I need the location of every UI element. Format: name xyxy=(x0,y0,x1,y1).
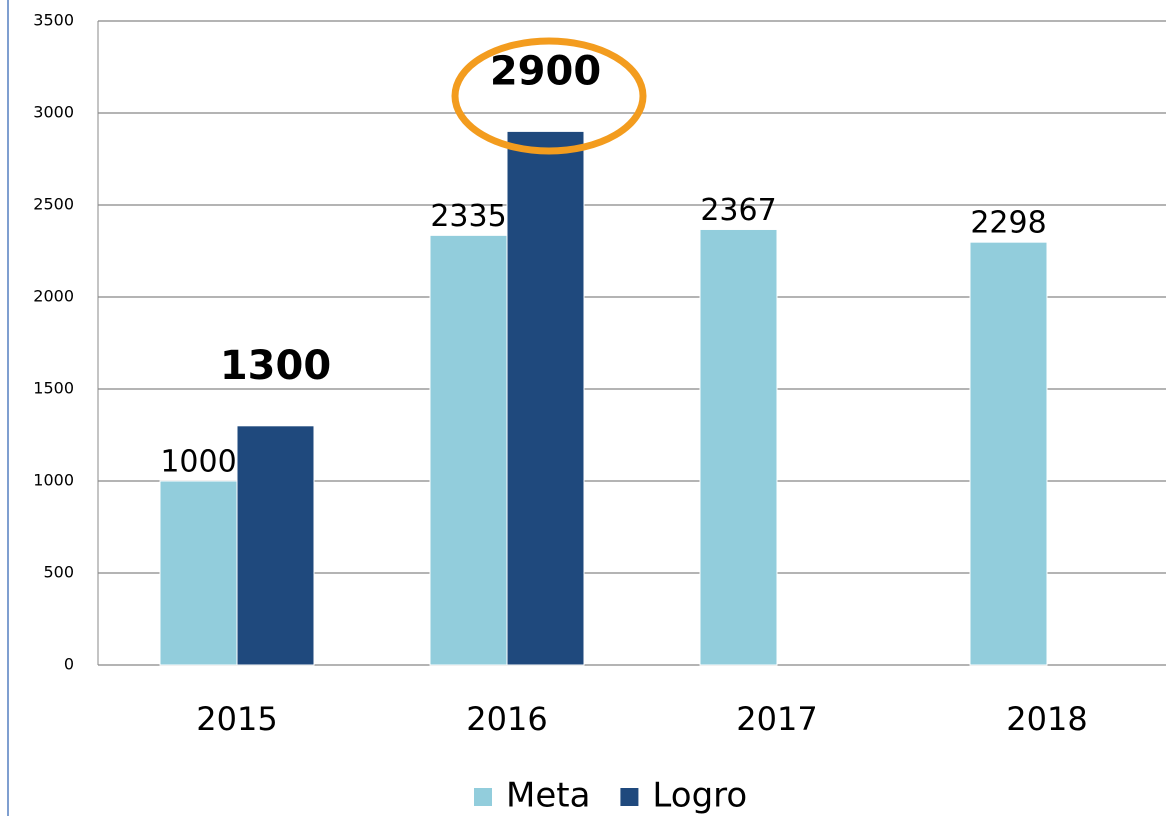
legend-label: Logro xyxy=(652,776,747,816)
data-label: 2335 xyxy=(430,199,506,234)
y-tick-label: 3500 xyxy=(33,11,74,30)
data-label: 1000 xyxy=(160,445,236,480)
y-tick-label: 2000 xyxy=(33,287,74,306)
data-label: 2367 xyxy=(700,193,776,228)
bar xyxy=(506,130,585,666)
x-tick-label: 2016 xyxy=(466,700,547,738)
bar xyxy=(429,234,508,666)
highlight-ellipse xyxy=(451,37,647,155)
data-label: 2298 xyxy=(970,206,1046,241)
data-label: 2900 xyxy=(490,48,601,94)
x-tick-label: 2017 xyxy=(736,700,817,738)
legend-swatch xyxy=(474,788,492,806)
x-tick-label: 2018 xyxy=(1006,700,1087,738)
legend-label: Meta xyxy=(506,776,590,816)
legend-swatch xyxy=(620,788,639,806)
bar xyxy=(969,241,1048,666)
y-tick-label: 0 xyxy=(64,655,74,674)
y-tick-label: 500 xyxy=(43,563,74,582)
y-tick-label: 1000 xyxy=(33,471,74,490)
marks: 1000 1300 2335 2900 2367 2298 xyxy=(159,48,1048,666)
y-tick-label: 2500 xyxy=(33,195,74,214)
y-tick-label: 3000 xyxy=(33,103,74,122)
bar xyxy=(699,228,778,666)
x-tick-label: 2015 xyxy=(196,700,277,738)
bar xyxy=(159,480,238,666)
y-tick-label: 1500 xyxy=(33,379,74,398)
data-label: 1300 xyxy=(220,343,331,389)
bar xyxy=(236,425,315,666)
